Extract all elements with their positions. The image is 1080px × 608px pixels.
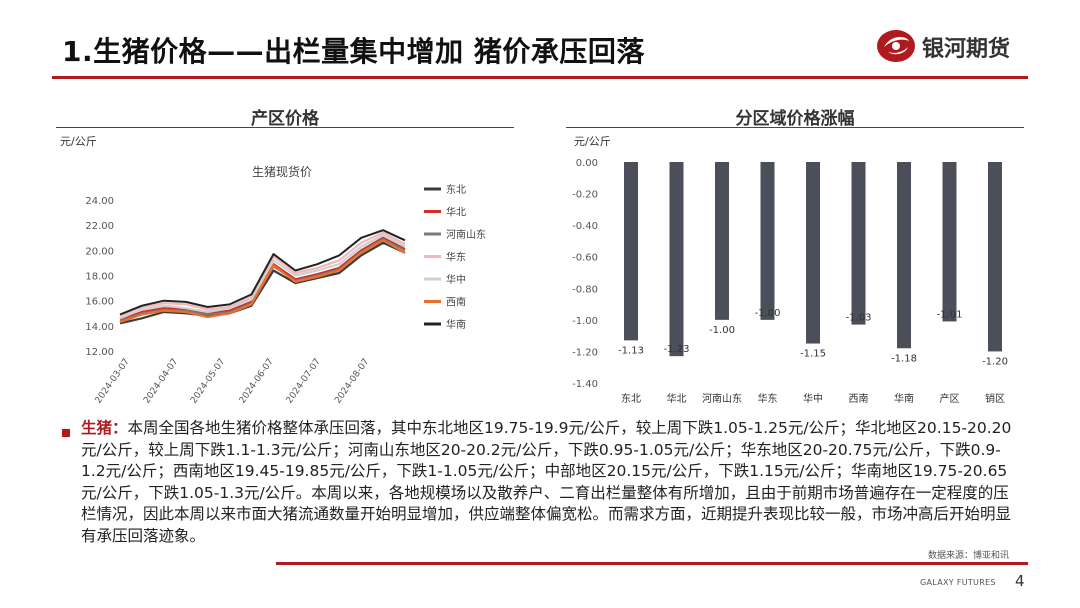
x-tick-label: 2024-03-07 bbox=[94, 357, 132, 406]
footer-divider bbox=[276, 562, 1028, 565]
y-tick-label: 12.00 bbox=[85, 347, 114, 358]
right-panel-divider bbox=[566, 127, 1024, 128]
page-title: 1.生猪价格——出栏量集中增加 猪价承压回落 bbox=[62, 35, 645, 68]
category-label: 华中 bbox=[803, 392, 823, 405]
header-divider bbox=[52, 76, 1028, 79]
line-chart-title: 生猪现货价 bbox=[252, 164, 312, 179]
bullet-marker bbox=[62, 429, 70, 437]
series-line bbox=[119, 229, 406, 316]
bar-value-label: -1.00 bbox=[709, 325, 735, 336]
series-line bbox=[119, 234, 406, 320]
left-panel-divider bbox=[56, 127, 514, 128]
bar bbox=[897, 162, 911, 349]
x-tick-label: 2024-07-07 bbox=[285, 357, 323, 406]
y-tick-label: 0.00 bbox=[576, 158, 598, 169]
series-line bbox=[119, 239, 406, 324]
category-label: 东北 bbox=[621, 392, 641, 405]
legend-label: 河南山东 bbox=[446, 228, 486, 241]
bar bbox=[851, 162, 866, 325]
bar bbox=[669, 162, 684, 357]
y-tick-label: 16.00 bbox=[85, 297, 114, 308]
category-label: 华南 bbox=[894, 392, 914, 405]
category-label: 西南 bbox=[849, 392, 869, 405]
y-tick-label: 22.00 bbox=[85, 221, 114, 232]
bar-value-label: -1.15 bbox=[800, 349, 826, 360]
x-tick-label: 2024-04-07 bbox=[142, 357, 180, 406]
bar-value-label: -1.00 bbox=[755, 308, 781, 319]
category-label: 河南山东 bbox=[702, 392, 742, 405]
bar-value-label: -1.23 bbox=[664, 344, 690, 355]
y-tick-label: -0.40 bbox=[572, 221, 598, 232]
bar bbox=[942, 162, 957, 322]
regional-change-bar-chart: 0.00 -0.20 -0.40 -0.60 -0.80 -1.00 -1.20 -1.40 -… bbox=[572, 158, 1008, 405]
y-tick-label: -1.40 bbox=[572, 379, 598, 390]
y-tick-label: 14.00 bbox=[85, 322, 114, 333]
right-panel-unit: 元/公斤 bbox=[574, 135, 611, 148]
y-tick-label: -0.60 bbox=[572, 253, 598, 264]
bar-value-label: -1.01 bbox=[937, 309, 963, 320]
legend-label: 东北 bbox=[446, 183, 466, 196]
y-tick-label: -1.00 bbox=[572, 316, 598, 327]
legend-label: 华南 bbox=[446, 318, 466, 331]
left-panel-unit: 元/公斤 bbox=[60, 135, 97, 148]
bar bbox=[760, 162, 775, 320]
bar bbox=[715, 162, 729, 320]
data-source: 数据来源：博亚和讯 bbox=[928, 551, 1010, 561]
y-tick-label: 18.00 bbox=[85, 272, 114, 283]
left-panel-title: 产区价格 bbox=[251, 109, 319, 129]
bar bbox=[624, 162, 638, 341]
page-number: 4 bbox=[1015, 572, 1025, 590]
legend-label: 西南 bbox=[446, 296, 466, 309]
y-tick-label: 20.00 bbox=[85, 246, 114, 257]
y-tick-label: -0.20 bbox=[572, 190, 598, 201]
category-label: 华东 bbox=[758, 392, 778, 405]
pig-price-line-chart: 生猪现货价 12.00 14.00 16.00 18.00 20.00 22.00 24.00… bbox=[85, 164, 486, 406]
footer-brand: GALAXY FUTURES bbox=[920, 578, 996, 587]
commentary-paragraph: 生猪：本周全国各地生猪价格整体承压回落，其中东北地区19.75-19.9元/公斤… bbox=[81, 418, 1021, 547]
category-label: 产区 bbox=[940, 392, 960, 405]
category-label: 华北 bbox=[667, 392, 687, 405]
legend-label: 华东 bbox=[446, 251, 466, 264]
x-tick-label: 2024-05-07 bbox=[189, 357, 227, 406]
legend-label: 华北 bbox=[446, 206, 466, 219]
y-tick-label: -0.80 bbox=[572, 284, 598, 295]
galaxy-logo-icon bbox=[877, 30, 915, 62]
bar-value-label: -1.13 bbox=[618, 345, 644, 356]
commentary-text: 本周全国各地生猪价格整体承压回落，其中东北地区19.75-19.9元/公斤，较上… bbox=[81, 419, 1012, 545]
x-tick-label: 2024-06-07 bbox=[238, 357, 276, 406]
bar bbox=[988, 162, 1002, 352]
series-line bbox=[119, 231, 406, 317]
category-label: 销区 bbox=[985, 392, 1005, 405]
bar-value-label: -1.20 bbox=[982, 356, 1008, 367]
x-tick-label: 2024-08-07 bbox=[333, 357, 371, 406]
bar-value-label: -1.03 bbox=[846, 313, 872, 324]
bar bbox=[806, 162, 820, 344]
y-tick-label: -1.20 bbox=[572, 347, 598, 358]
series-line bbox=[119, 241, 406, 325]
right-panel-title: 分区域价格涨幅 bbox=[735, 109, 855, 129]
y-tick-label: 24.00 bbox=[85, 196, 114, 207]
company-logo: 银河期货 bbox=[876, 27, 1036, 65]
bar-value-label: -1.18 bbox=[891, 353, 917, 364]
logo-text: 银河期货 bbox=[922, 37, 1011, 62]
legend-label: 华中 bbox=[446, 273, 466, 286]
commentary-label: 生猪： bbox=[81, 419, 128, 437]
